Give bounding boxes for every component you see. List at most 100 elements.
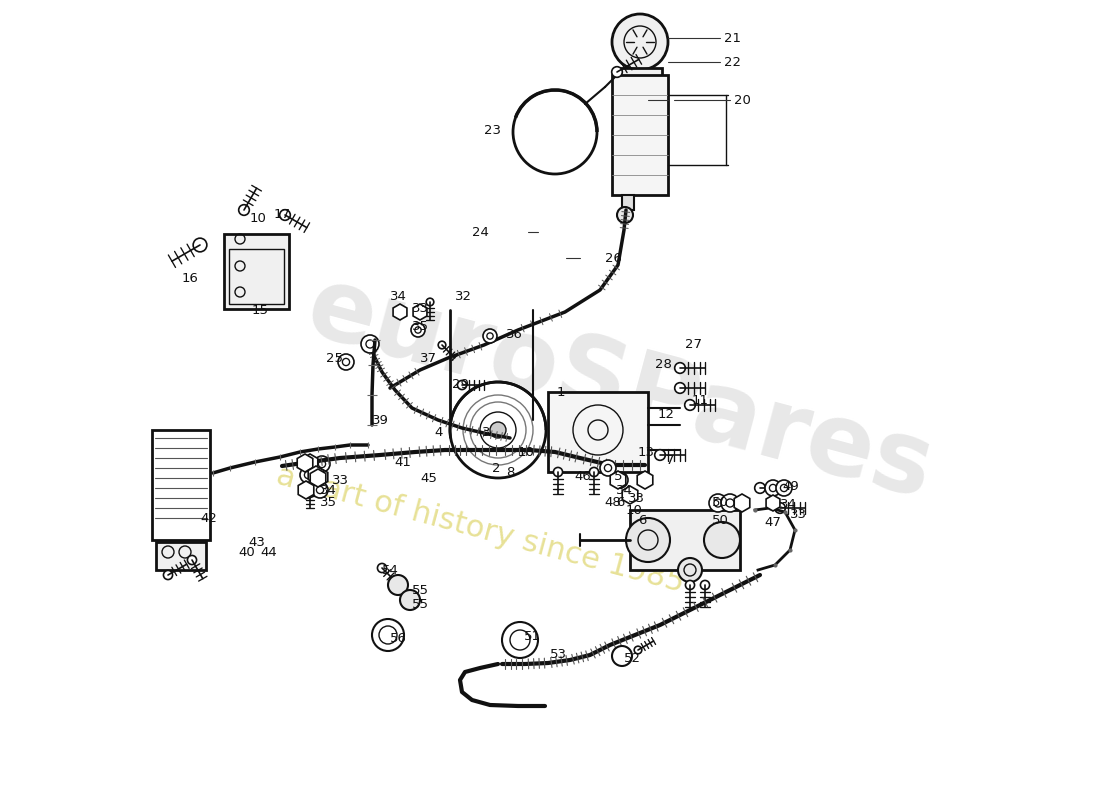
- Text: 55: 55: [412, 583, 429, 597]
- Text: 36: 36: [506, 327, 522, 341]
- Text: 20: 20: [734, 94, 751, 106]
- Polygon shape: [623, 486, 638, 504]
- Text: 4: 4: [434, 426, 442, 438]
- Polygon shape: [766, 495, 780, 511]
- Circle shape: [720, 494, 739, 512]
- Text: 24: 24: [472, 226, 488, 238]
- Text: 10: 10: [518, 446, 535, 458]
- Circle shape: [300, 482, 316, 498]
- Circle shape: [361, 335, 379, 353]
- Circle shape: [388, 575, 408, 595]
- Text: 34: 34: [390, 290, 407, 302]
- Text: 5: 5: [614, 470, 623, 483]
- Text: 50: 50: [712, 495, 729, 509]
- Circle shape: [300, 467, 316, 483]
- Text: 56: 56: [390, 631, 407, 645]
- Circle shape: [764, 480, 781, 496]
- Circle shape: [502, 622, 538, 658]
- Circle shape: [612, 66, 623, 78]
- Text: 10: 10: [250, 211, 267, 225]
- Text: 35: 35: [412, 319, 429, 333]
- Text: 44: 44: [260, 546, 277, 559]
- Circle shape: [678, 558, 702, 582]
- Text: 45: 45: [420, 471, 437, 485]
- Text: 47: 47: [764, 515, 781, 529]
- Text: 16: 16: [182, 271, 199, 285]
- Circle shape: [776, 480, 792, 496]
- Text: 52: 52: [624, 651, 641, 665]
- Text: 32: 32: [455, 290, 472, 302]
- Text: 21: 21: [724, 31, 741, 45]
- Circle shape: [194, 238, 207, 252]
- Polygon shape: [312, 468, 328, 486]
- Circle shape: [187, 555, 197, 565]
- Text: 17: 17: [274, 209, 292, 222]
- Bar: [224, 234, 289, 309]
- Text: 8: 8: [506, 466, 515, 478]
- Circle shape: [306, 486, 313, 494]
- Bar: [548, 392, 648, 472]
- Bar: [612, 75, 668, 195]
- Circle shape: [710, 494, 727, 512]
- Text: 33: 33: [412, 302, 429, 314]
- Text: 10: 10: [626, 503, 642, 517]
- Bar: [152, 430, 210, 540]
- Circle shape: [590, 467, 598, 477]
- Text: 51: 51: [524, 630, 541, 642]
- Circle shape: [704, 522, 740, 558]
- Text: 6: 6: [638, 514, 647, 526]
- Circle shape: [372, 619, 404, 651]
- Text: 49: 49: [782, 481, 799, 494]
- Text: 12: 12: [658, 409, 675, 422]
- Text: 11: 11: [692, 394, 710, 406]
- Text: 34: 34: [780, 498, 796, 511]
- Text: 28: 28: [654, 358, 672, 371]
- Text: 34: 34: [320, 483, 337, 497]
- Text: 3: 3: [482, 426, 491, 438]
- Text: 7: 7: [666, 454, 674, 466]
- Polygon shape: [308, 466, 323, 484]
- Polygon shape: [310, 469, 326, 487]
- Text: 35: 35: [320, 495, 337, 509]
- Circle shape: [600, 460, 616, 476]
- Circle shape: [426, 298, 433, 306]
- Polygon shape: [637, 471, 652, 489]
- Circle shape: [635, 646, 641, 654]
- Text: 26: 26: [605, 251, 621, 265]
- Text: 48: 48: [604, 495, 620, 509]
- Text: 2: 2: [492, 462, 500, 474]
- Polygon shape: [393, 304, 407, 320]
- Circle shape: [755, 482, 766, 494]
- Circle shape: [674, 382, 685, 394]
- Circle shape: [612, 14, 668, 70]
- Text: euroSPares: euroSPares: [297, 260, 944, 520]
- Circle shape: [701, 581, 710, 590]
- Circle shape: [654, 450, 666, 460]
- Text: 29: 29: [452, 378, 469, 391]
- Circle shape: [774, 502, 785, 514]
- Text: 33: 33: [332, 474, 349, 486]
- Text: 25: 25: [326, 351, 343, 365]
- Text: 41: 41: [394, 455, 411, 469]
- Circle shape: [626, 518, 670, 562]
- Text: 1: 1: [557, 386, 565, 398]
- Circle shape: [684, 400, 695, 410]
- Text: a part of history since 1985: a part of history since 1985: [273, 462, 688, 598]
- Circle shape: [458, 381, 466, 390]
- Circle shape: [483, 329, 497, 343]
- Bar: [621, 195, 634, 210]
- Circle shape: [164, 570, 173, 579]
- Text: 54: 54: [382, 563, 399, 577]
- Circle shape: [411, 323, 425, 337]
- Polygon shape: [414, 304, 427, 320]
- Circle shape: [312, 482, 328, 498]
- Text: 50: 50: [712, 514, 729, 526]
- Text: 39: 39: [372, 414, 389, 426]
- Circle shape: [685, 581, 694, 590]
- Circle shape: [674, 362, 685, 374]
- Polygon shape: [298, 481, 314, 499]
- Circle shape: [490, 422, 506, 438]
- Circle shape: [377, 563, 386, 573]
- Text: 23: 23: [484, 123, 500, 137]
- Bar: [229, 249, 284, 304]
